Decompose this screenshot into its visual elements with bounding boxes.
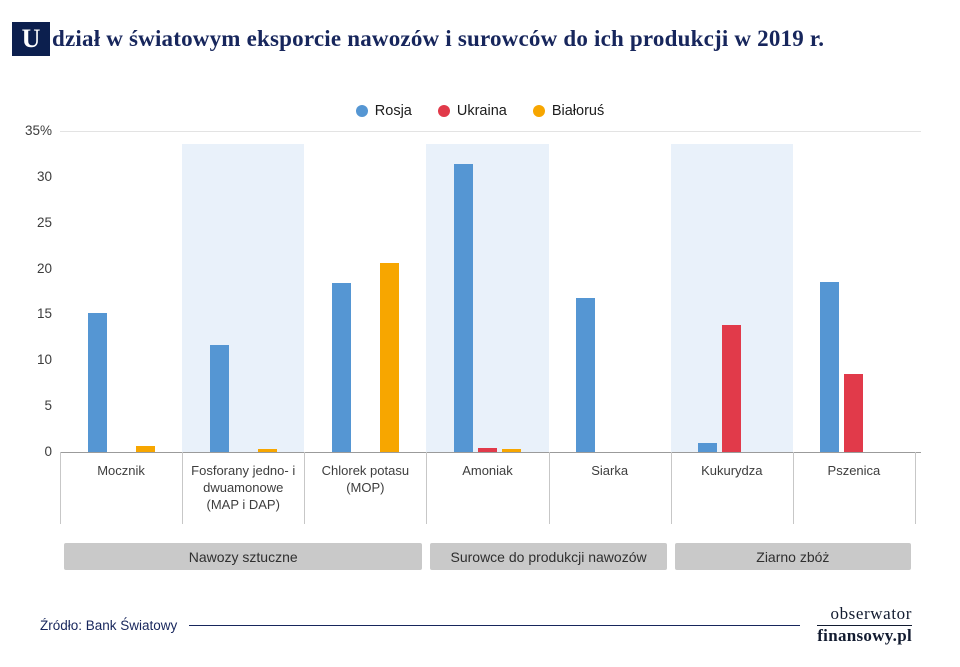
category-separator	[915, 452, 916, 524]
source-label: Źródło: Bank Światowy	[40, 618, 178, 633]
legend-item-2: Białoruś	[532, 103, 605, 119]
y-axis-tick-label: 35%	[24, 123, 52, 138]
category-separator	[792, 452, 794, 524]
legend-item-1: Ukraina	[437, 103, 507, 119]
category-separator	[182, 452, 184, 524]
bar-series0-cat1	[209, 344, 229, 452]
bar-series1-cat3	[478, 448, 497, 452]
logo-line-2: finansowy.pl	[817, 626, 912, 645]
category-highlight-band	[426, 144, 549, 452]
legend-label: Rosja	[374, 103, 412, 119]
title-drop-cap: U	[12, 22, 50, 56]
y-axis-tick-label: 5	[44, 398, 52, 414]
bar-series0-cat6	[820, 282, 840, 452]
group-band-0: Nawozy sztuczne	[64, 543, 423, 570]
page-title: dział w światowym eksporcie nawozów i su…	[52, 26, 825, 51]
legend-dot	[355, 105, 368, 117]
bar-series0-cat2	[331, 283, 351, 452]
y-axis-tick-label: 20	[36, 260, 52, 276]
bar-series2-cat3	[502, 449, 521, 452]
bar-series0-cat0	[87, 312, 107, 452]
y-axis-tick-label: 15	[36, 306, 52, 322]
axis-top-line	[60, 131, 921, 132]
bar-series0-cat5	[698, 442, 718, 452]
group-band-1: Surowce do produkcji nawozów	[430, 543, 667, 570]
category-separator	[548, 452, 550, 524]
logo-line-1: obserwator	[817, 604, 912, 626]
bar-series2-cat2	[379, 263, 399, 452]
y-axis-tick-label: 30	[36, 168, 52, 184]
category-label: Chlorek potasu (MOP)	[321, 463, 410, 495]
chart-title-block: U dział w światowym eksporcie nawozów i …	[12, 22, 824, 56]
bar-series0-cat3	[454, 164, 473, 452]
category-highlight-band	[182, 144, 305, 452]
publisher-logo: obserwator finansowy.pl	[817, 604, 912, 646]
category-label: Siarka	[591, 463, 629, 478]
legend-item-0: Rosja	[355, 103, 412, 119]
category-label: Fosforany jedno- i dwuamonowe (MAP i DAP)	[191, 463, 296, 512]
category-label: Mocznik	[97, 463, 145, 478]
bar-series2-cat1	[257, 449, 277, 452]
bar-series0-cat4	[576, 297, 596, 452]
category-label: Amoniak	[462, 463, 513, 478]
category-separator	[426, 452, 428, 524]
y-axis-tick-label: 0	[44, 444, 52, 459]
bar-series2-cat0	[135, 446, 155, 452]
chart-legend: Rosja Ukraina Białoruś	[0, 103, 960, 119]
group-band-2: Ziarno zbóż	[674, 543, 911, 570]
legend-dot	[532, 105, 545, 117]
source-row: Źródło: Bank Światowy	[40, 618, 800, 633]
bar-series1-cat5	[722, 325, 742, 452]
y-axis-tick-label: 25	[36, 214, 52, 230]
category-label: Kukurydza	[701, 463, 763, 478]
category-separator	[670, 452, 672, 524]
category-separator	[304, 452, 306, 524]
x-axis-line	[60, 452, 921, 453]
legend-dot	[437, 105, 450, 117]
y-axis-tick-label: 10	[36, 352, 52, 368]
category-label: Pszenica	[827, 463, 881, 478]
category-separator	[60, 452, 61, 524]
legend-label: Białoruś	[551, 103, 605, 119]
source-divider-line	[189, 625, 800, 626]
legend-label: Ukraina	[456, 103, 507, 119]
bar-series1-cat6	[844, 374, 864, 452]
